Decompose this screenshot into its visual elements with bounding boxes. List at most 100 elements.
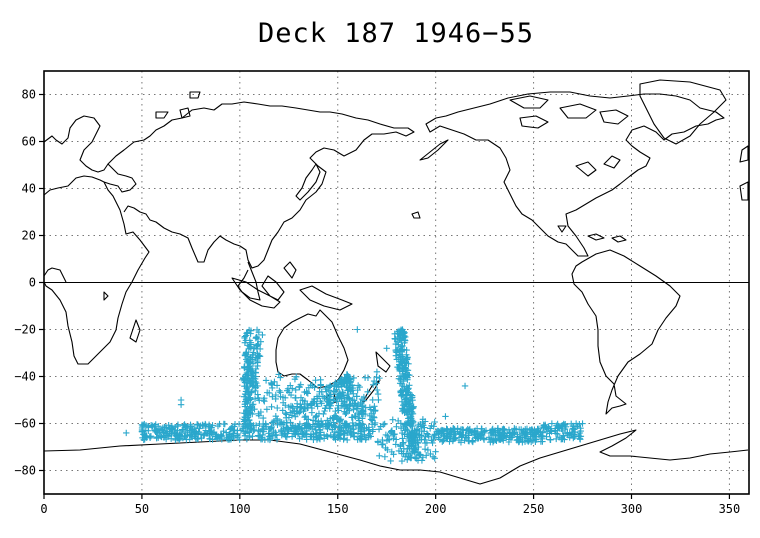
observation-marker (239, 425, 246, 432)
observation-marker (194, 435, 202, 442)
observation-marker (399, 408, 406, 415)
observation-marker (209, 436, 216, 443)
observation-marker (414, 449, 422, 457)
observation-marker (406, 454, 414, 461)
observation-marker (506, 429, 514, 436)
observation-marker (479, 431, 486, 439)
observation-marker (415, 443, 422, 451)
observation-marker (273, 382, 281, 389)
observation-marker (400, 439, 407, 446)
observation-marker (384, 432, 391, 440)
x-tick-label: 50 (135, 502, 149, 516)
observation-marker (250, 374, 257, 382)
observation-marker (338, 402, 345, 410)
observation-marker (157, 432, 164, 440)
observation-marker (431, 432, 438, 439)
observation-marker (325, 401, 333, 409)
observation-marker (312, 429, 319, 437)
observation-marker (242, 332, 250, 339)
observation-marker (517, 426, 525, 433)
observation-marker (244, 370, 252, 377)
observation-marker (202, 420, 209, 428)
observation-marker (256, 420, 263, 428)
observation-marker (373, 386, 381, 394)
observation-marker (322, 385, 329, 393)
observation-marker (148, 423, 156, 431)
observation-marker (497, 431, 505, 439)
observation-marker (375, 426, 383, 433)
observation-marker (254, 355, 261, 362)
observation-marker (521, 431, 528, 439)
coastline-europe (43, 115, 137, 193)
coastline-islands-asia (231, 261, 353, 311)
observation-marker (499, 435, 507, 442)
observation-marker (426, 425, 434, 432)
observation-marker (348, 414, 355, 421)
observation-marker (289, 385, 296, 392)
observation-marker (253, 334, 260, 341)
observation-marker (228, 433, 235, 440)
observation-marker (408, 408, 416, 416)
observation-marker (331, 381, 338, 389)
observation-marker (413, 455, 420, 462)
observation-marker (388, 428, 395, 435)
observation-marker (417, 423, 425, 430)
observation-marker (305, 384, 313, 391)
observation-marker (305, 416, 312, 423)
observation-marker (416, 451, 423, 458)
observation-marker (253, 326, 261, 334)
observation-marker (288, 412, 296, 419)
observation-marker (403, 346, 410, 354)
x-tick-label: 350 (719, 502, 741, 516)
observation-marker (421, 446, 429, 453)
observation-marker (470, 429, 478, 437)
observation-marker (404, 450, 412, 457)
observation-marker (397, 358, 405, 365)
observation-marker (161, 429, 169, 436)
observation-marker (353, 393, 360, 400)
observation-marker (537, 428, 544, 435)
observation-marker (252, 369, 259, 376)
observation-marker (142, 427, 150, 434)
observation-marker (411, 427, 419, 434)
observation-marker (335, 391, 342, 398)
observation-marker (313, 413, 320, 420)
observation-marker (396, 372, 404, 380)
observation-marker (275, 371, 282, 378)
observation-marker (395, 447, 403, 455)
observation-marker (344, 371, 351, 378)
observation-marker (244, 421, 251, 428)
observation-marker (395, 354, 402, 361)
observation-marker (247, 405, 254, 412)
observation-marker (434, 427, 441, 435)
observation-marker (353, 402, 361, 410)
observation-marker (404, 417, 412, 425)
coastline-alaska (419, 139, 449, 161)
observation-marker (301, 414, 308, 421)
observation-marker (526, 426, 533, 434)
observation-marker (367, 433, 374, 440)
observation-marker (277, 418, 284, 426)
observation-marker (454, 425, 461, 432)
observation-marker (410, 439, 417, 447)
observation-marker (503, 430, 511, 437)
observation-marker (347, 386, 354, 394)
observation-marker (326, 405, 333, 412)
observation-marker (250, 427, 257, 435)
observation-marker (397, 420, 405, 427)
observation-marker (259, 331, 266, 339)
observation-marker (400, 383, 408, 390)
y-tick-label: 80 (22, 88, 36, 102)
observation-marker (155, 423, 162, 430)
observation-marker (355, 409, 362, 417)
observation-marker (317, 398, 324, 405)
observation-marker (273, 431, 280, 438)
observation-marker (366, 404, 374, 411)
observation-marker (394, 328, 401, 336)
observation-marker (241, 432, 249, 440)
observation-marker (313, 400, 320, 407)
y-tick-label: −60 (14, 417, 36, 431)
y-tick-label: −20 (14, 323, 36, 337)
observation-marker (241, 413, 248, 421)
observation-marker (579, 420, 586, 427)
